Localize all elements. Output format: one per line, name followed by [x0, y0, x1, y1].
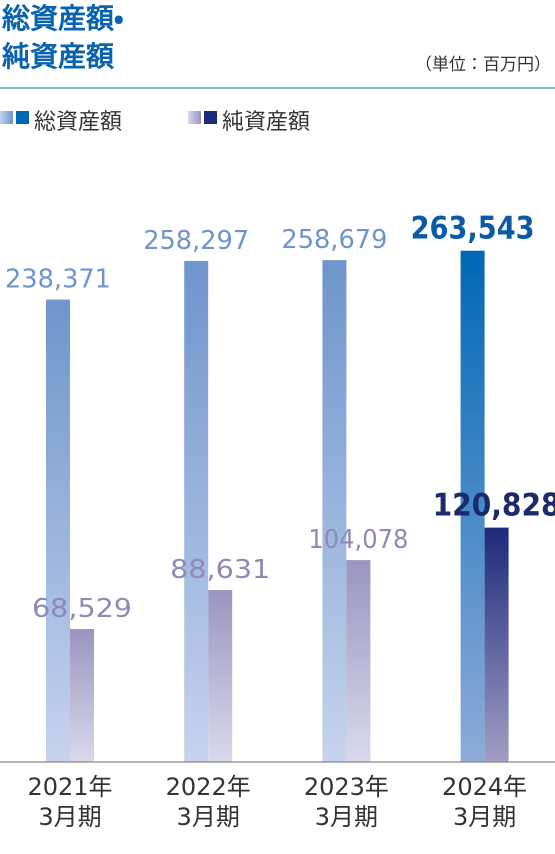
legend-swatch	[188, 111, 201, 124]
value-label: 104,078	[308, 525, 408, 555]
value-label: 263,543	[411, 211, 535, 247]
x-tick-label: 2023年 3月期	[303, 773, 389, 831]
title-line: 純資産額	[2, 40, 115, 73]
value-label: 88,631	[170, 555, 270, 585]
bar	[484, 527, 509, 762]
value-label: 258,679	[281, 225, 387, 255]
x-tick-label: 2021年 3月期	[27, 773, 113, 831]
bar	[322, 260, 347, 762]
legend-swatch	[204, 111, 217, 124]
legend-label: 純資産額	[222, 110, 311, 135]
x-tick-label: 2022年 3月期	[165, 773, 251, 831]
legend-swatch	[16, 111, 29, 124]
legend-label: 総資産額	[34, 110, 123, 135]
value-label: 68,529	[32, 594, 132, 624]
value-label: 120,828	[433, 488, 555, 524]
bar	[184, 260, 209, 762]
title-line: 総資産額・	[2, 2, 124, 35]
bar	[460, 250, 485, 763]
unit-label: （単位：百万円）	[415, 55, 551, 75]
bar	[208, 590, 233, 762]
bar	[46, 299, 70, 762]
bar	[70, 629, 94, 762]
value-label: 238,371	[5, 265, 111, 295]
legend-swatch	[0, 111, 13, 124]
x-tick-label: 2024年 3月期	[442, 773, 528, 831]
bar	[346, 560, 371, 762]
value-label: 258,297	[143, 226, 249, 256]
